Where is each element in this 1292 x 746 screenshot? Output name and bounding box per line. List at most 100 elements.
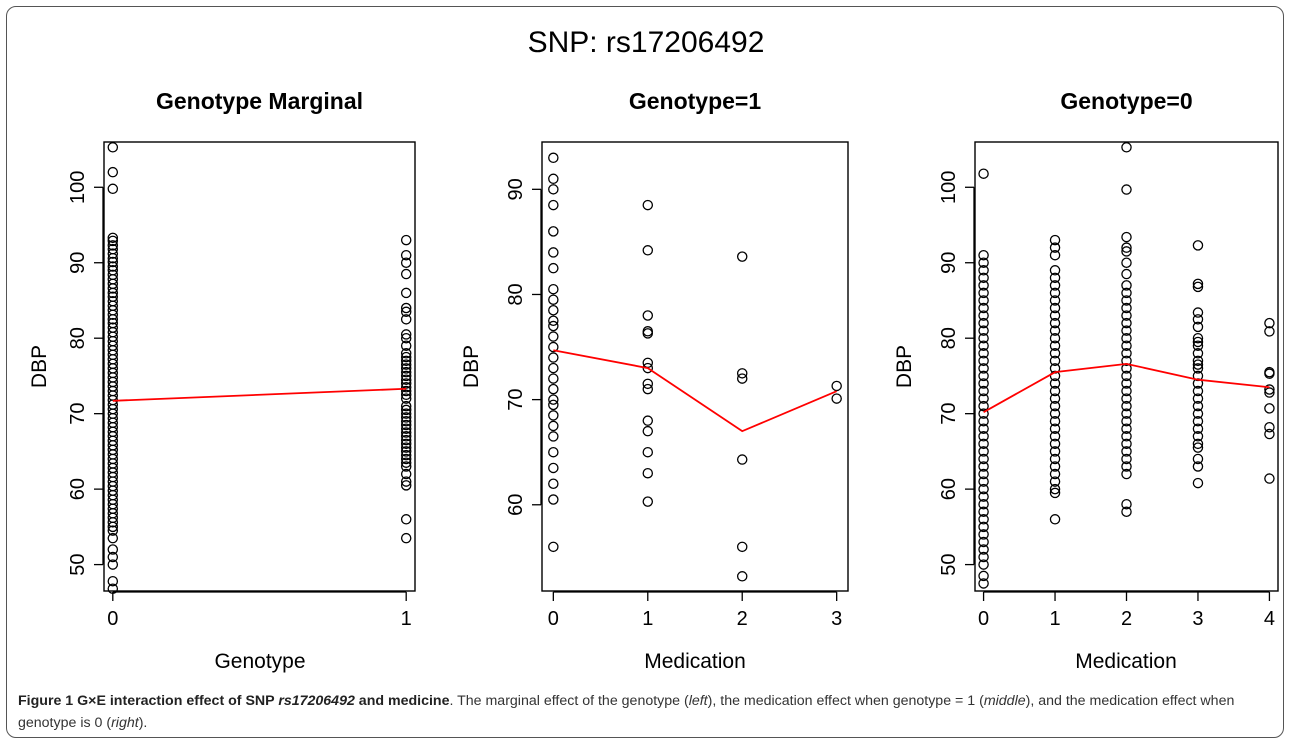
data-point <box>400 532 412 544</box>
data-point <box>107 309 119 321</box>
caption-italic-left: left <box>688 693 708 709</box>
y-tick-label: 70 <box>938 403 960 425</box>
data-point <box>1121 438 1132 450</box>
data-point <box>642 357 654 369</box>
figure-caption: Figure 1 G×E interaction effect of SNP r… <box>18 690 1276 734</box>
data-point <box>1121 385 1132 397</box>
data-point <box>978 491 989 502</box>
data-point <box>978 393 989 404</box>
plot-frame <box>541 141 849 592</box>
data-point <box>400 306 412 318</box>
data-point <box>1192 332 1204 344</box>
data-point <box>400 442 412 453</box>
data-point <box>107 256 119 268</box>
caption-text-1: . The marginal effect of the genotype ( <box>449 693 689 709</box>
data-point <box>1121 370 1132 382</box>
caption-title-snp: rs17206492 <box>278 693 355 709</box>
figure-canvas: SNP: rs17206492 Genotype Marginal 0 1 50 60 7… <box>28 26 1279 673</box>
data-point <box>1121 317 1132 329</box>
data-point <box>1121 246 1132 257</box>
data-point <box>1121 332 1132 344</box>
data-point <box>642 446 654 458</box>
data-point <box>400 431 412 442</box>
data-point <box>642 328 654 339</box>
data-point <box>1192 400 1204 412</box>
data-point <box>548 152 559 164</box>
data-point <box>1049 280 1061 291</box>
y-axis-label: DBP <box>28 345 51 388</box>
data-point <box>1192 477 1204 489</box>
data-point <box>548 341 559 353</box>
data-point <box>978 370 989 382</box>
data-point <box>107 575 119 587</box>
data-point <box>548 541 559 553</box>
data-point <box>548 362 559 374</box>
data-point <box>1049 487 1061 499</box>
data-point <box>1121 268 1132 280</box>
plot-frame <box>974 141 1279 592</box>
data-point <box>1049 400 1061 412</box>
data-point <box>548 352 559 363</box>
data-point <box>831 393 842 404</box>
data-point <box>1264 387 1275 398</box>
data-point <box>1049 348 1061 359</box>
data-point <box>107 583 119 594</box>
data-point <box>1049 265 1061 276</box>
data-point <box>548 283 559 295</box>
data-point <box>1121 415 1132 427</box>
data-point <box>1049 476 1061 487</box>
data-point <box>107 532 119 544</box>
x-axis-label: Medication <box>644 650 746 673</box>
data-point <box>1049 249 1061 261</box>
data-point <box>1121 498 1132 510</box>
data-point <box>400 393 412 404</box>
y-tick-label: 70 <box>505 388 527 410</box>
data-point <box>400 366 412 378</box>
x-tick-label: 1 <box>401 608 412 630</box>
data-point <box>978 378 989 389</box>
data-point <box>978 280 989 291</box>
y-tick-label: 60 <box>938 478 960 500</box>
data-point <box>978 498 989 510</box>
data-point <box>978 544 989 555</box>
data-point <box>1192 431 1204 442</box>
data-point <box>1192 423 1204 435</box>
data-point <box>831 380 842 392</box>
data-point <box>736 454 748 465</box>
data-point <box>1121 310 1132 321</box>
data-point <box>400 340 412 351</box>
data-point <box>548 410 559 421</box>
data-point <box>548 383 559 395</box>
data-point <box>548 304 559 316</box>
data-point <box>1192 438 1204 450</box>
data-point <box>1121 400 1132 412</box>
data-point <box>400 480 412 491</box>
data-point <box>400 415 412 427</box>
data-point <box>736 251 748 262</box>
data-point <box>978 257 989 268</box>
data-point <box>1121 287 1132 299</box>
data-point <box>400 446 412 457</box>
data-point <box>400 400 412 412</box>
x-tick-label: 0 <box>107 608 118 630</box>
data-point <box>548 399 559 411</box>
x-tick-label: 0 <box>978 608 989 630</box>
data-point <box>400 461 412 472</box>
y-tick-label: 50 <box>938 553 960 575</box>
x-axis-label: Genotype <box>214 650 305 673</box>
data-point <box>1192 278 1204 290</box>
data-point <box>978 521 989 533</box>
data-point <box>400 389 412 401</box>
data-point <box>400 249 412 261</box>
data-point <box>1049 431 1061 442</box>
plot-frame <box>103 141 416 592</box>
data-point <box>978 514 989 525</box>
caption-italic-right: right <box>111 715 139 731</box>
mean-line <box>553 349 838 433</box>
y-tick-label: 50 <box>67 553 89 575</box>
data-point <box>1192 307 1204 318</box>
data-point <box>1121 446 1132 457</box>
data-point <box>978 461 989 472</box>
data-point <box>978 468 989 480</box>
data-point <box>978 423 989 435</box>
